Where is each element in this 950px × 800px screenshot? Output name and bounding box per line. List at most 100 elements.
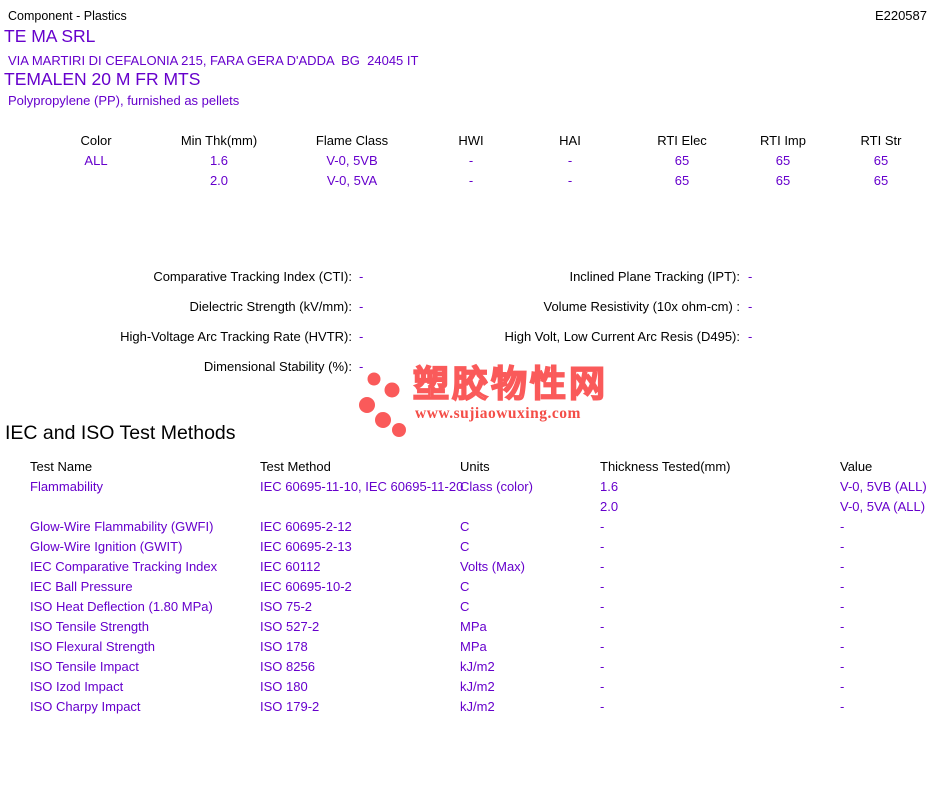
table-cell: - [600, 658, 605, 674]
table-cell: - [840, 538, 845, 554]
watermark-site-name: 塑胶物性网 [412, 363, 609, 405]
table-cell: 65 [775, 172, 791, 188]
table-cell: - [840, 618, 845, 634]
table-cell [260, 496, 460, 516]
table-cell: ISO 180 [260, 678, 308, 694]
table-cell: Volts (Max) [460, 558, 526, 574]
table-cell: - [600, 678, 605, 694]
table-cell: ISO 179-2 [260, 698, 320, 714]
table-cell: V-0, 5VB (ALL) [840, 478, 927, 494]
table-cell: ISO Izod Impact [30, 678, 124, 694]
table-cell: C [460, 598, 470, 614]
table-cell: 65 [775, 152, 791, 168]
column-header: Flame Class [315, 132, 389, 148]
table-cell: - [600, 518, 605, 534]
property-label: High-Voltage Arc Tracking Rate (HVTR): [120, 329, 352, 344]
column-header: HAI [559, 132, 581, 148]
property-value: - [359, 299, 364, 314]
table-cell: V-0, 5VA [326, 172, 378, 188]
table-cell: ISO 75-2 [260, 598, 313, 614]
table-cell: ISO Charpy Impact [30, 698, 141, 714]
table-row: ISO Tensile Strength ISO 527-2 MPa - - [30, 616, 950, 636]
property-row: Dimensional Stability (%): - [0, 359, 950, 375]
table-row: IEC Comparative Tracking Index IEC 60112 V… [30, 556, 950, 576]
table-cell: Glow-Wire Ignition (GWIT) [30, 538, 183, 554]
test-methods-header-row: Test Name Test Method Units Thickness Teste… [30, 456, 950, 476]
table-cell: - [840, 578, 845, 594]
table-cell: - [567, 152, 573, 168]
material-description: Polypropylene (PP), furnished as pellets [8, 93, 240, 108]
table-cell: ALL [84, 152, 108, 168]
table-cell: IEC 60695-2-12 [260, 518, 352, 534]
property-value: - [359, 269, 364, 284]
table-cell: - [840, 518, 845, 534]
table-cell: ISO Tensile Impact [30, 658, 139, 674]
table-row: IEC Ball Pressure IEC 60695-10-2 C - - [30, 576, 950, 596]
table-cell [30, 496, 260, 516]
table-row: Glow-Wire Ignition (GWIT) IEC 60695-2-13 C… [30, 536, 950, 556]
property-row: Comparative Tracking Index (CTI): - Incl… [0, 269, 950, 285]
doc-type-label: Component - Plastics [8, 9, 127, 23]
table-cell: ISO Flexural Strength [30, 638, 155, 654]
column-header: Test Method [260, 458, 331, 474]
table-cell: IEC Ball Pressure [30, 578, 133, 594]
table-cell: IEC 60112 [260, 558, 321, 574]
table-cell: - [840, 598, 845, 614]
property-value: - [359, 329, 364, 344]
table-cell: C [460, 518, 470, 534]
table-cell: 65 [674, 172, 690, 188]
watermark-dots-icon [359, 372, 406, 437]
table-row: 2.0 V-0, 5VA (ALL) [30, 496, 950, 516]
table-cell: - [468, 172, 474, 188]
table-cell: kJ/m2 [460, 678, 495, 694]
property-value: - [748, 329, 753, 344]
table-cell: C [460, 578, 470, 594]
table-cell: ISO 527-2 [260, 618, 320, 634]
property-value: - [748, 299, 753, 314]
table-cell: - [600, 618, 605, 634]
table-cell [460, 496, 600, 516]
table-row: ISO Izod Impact ISO 180 kJ/m2 - - [30, 676, 950, 696]
company-address: VIA MARTIRI DI CEFALONIA 215, FARA GERA … [8, 53, 419, 68]
column-header: RTI Imp [760, 132, 806, 148]
table-cell: Flammability [30, 478, 103, 494]
table-cell: 65 [873, 152, 889, 168]
table-cell: - [567, 172, 573, 188]
column-header: RTI Str [860, 132, 902, 148]
property-row: Dielectric Strength (kV/mm): - Volume Re… [0, 299, 950, 315]
table-cell: Glow-Wire Flammability (GWFI) [30, 518, 214, 534]
property-label: Volume Resistivity (10x ohm-cm) : [543, 299, 741, 314]
property-label: Dielectric Strength (kV/mm): [189, 299, 352, 314]
company-name: TE MA SRL [4, 26, 96, 46]
product-name: TEMALEN 20 M FR MTS [4, 69, 201, 89]
section-title: IEC and ISO Test Methods [5, 422, 236, 444]
file-number: E220587 [874, 8, 927, 23]
table-cell: - [468, 152, 474, 168]
table-cell [40, 170, 152, 190]
table-cell: MPa [460, 618, 487, 634]
table-cell: 65 [873, 172, 889, 188]
table-cell: - [840, 678, 845, 694]
table-cell: IEC Comparative Tracking Index [30, 558, 218, 574]
column-header: Min Thk(mm) [180, 132, 258, 148]
table-cell: IEC 60695-10-2 [260, 578, 352, 594]
column-header: Units [460, 458, 490, 474]
table-cell: - [840, 698, 845, 714]
table-row: Glow-Wire Flammability (GWFI) IEC 60695-2… [30, 516, 950, 536]
column-header: HWI [458, 132, 484, 148]
watermark-site-url: www.sujiaowuxing.com [415, 405, 581, 422]
table-cell: V-0, 5VB [326, 152, 378, 168]
table-cell: - [840, 658, 845, 674]
table-row: ISO Charpy Impact ISO 179-2 kJ/m2 - - [30, 696, 950, 716]
table-row: ISO Heat Deflection (1.80 MPa) ISO 75-2 C -… [30, 596, 950, 616]
property-label: Dimensional Stability (%): [203, 359, 352, 374]
table-cell: Class (color) [460, 478, 533, 494]
table-cell: V-0, 5VA (ALL) [840, 498, 926, 514]
table-cell: 2.0 [600, 498, 619, 514]
column-header: Color [80, 132, 112, 148]
table-cell: 65 [674, 152, 690, 168]
column-header: Test Name [30, 458, 93, 474]
ratings-header-row: Color Min Thk(mm) Flame Class HWI HAI RTI Ele… [40, 130, 944, 150]
property-row: High-Voltage Arc Tracking Rate (HVTR): -… [0, 329, 950, 345]
